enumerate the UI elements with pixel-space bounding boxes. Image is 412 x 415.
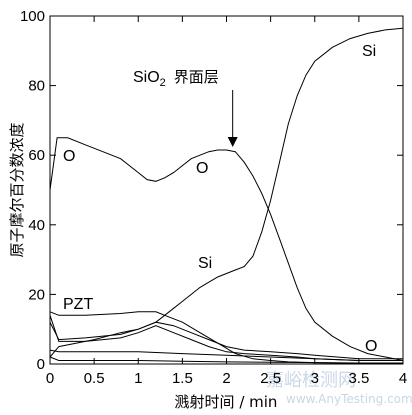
annotation-o-left: O [63,148,75,165]
y-tick-labels: 0 20 40 60 80 100 [20,8,45,373]
annotation-sio2-prefix: SiO [133,69,160,86]
watermark-url: www.AnyTesting.com [286,392,412,406]
annotation-sio2-suffix: 界面层 [174,68,219,86]
y-tick-label: 60 [28,147,45,164]
y-tick-label: 0 [37,356,45,373]
series-line-1 [49,137,404,361]
x-tick-label: 1 [134,370,142,387]
annotation-o-right: O [365,338,377,355]
annotation-sio2: SiO2 界面层 [133,68,219,89]
annotation-o-mid: O [196,160,208,177]
y-tick-label: 20 [28,286,45,303]
annotation-sio2-sub: 2 [160,77,166,89]
x-tick-labels: 0 0.5 1 1.5 2 2.5 3 3.5 4 [46,370,407,387]
x-tick-label: 0.5 [84,370,105,387]
axis-ticks [49,15,404,365]
series-line-2 [49,27,404,358]
series-line-4 [49,321,403,360]
x-tick-label: 2.5 [260,370,281,387]
series-layer [49,27,404,364]
y-tick-label: 100 [20,8,45,25]
y-tick-label: 40 [28,217,45,234]
x-tick-label: 2 [222,370,230,387]
annotation-arrow-head [227,136,238,147]
x-tick-label: 1.5 [172,370,193,387]
series-line-5 [49,315,403,361]
x-tick-label: 3.5 [348,370,369,387]
series-line-7 [49,356,403,364]
x-tick-label: 4 [399,370,407,387]
y-tick-label: 80 [28,78,45,95]
series-line-6 [49,349,403,361]
annotation-si-mid: Si [198,255,212,272]
annotation-arrow [227,90,238,147]
x-axis-title: 溅射时间 / min [175,393,278,411]
y-axis-title: 原子摩尔百分数浓度 [8,122,26,257]
x-tick-label: 0 [46,370,54,387]
x-tick-label: 3 [311,370,319,387]
plot-frame [49,15,404,365]
annotation-si-top: Si [362,43,376,60]
annotation-pzt: PZT [63,296,93,313]
watermark-main: 嘉峪检测网 [266,370,356,391]
